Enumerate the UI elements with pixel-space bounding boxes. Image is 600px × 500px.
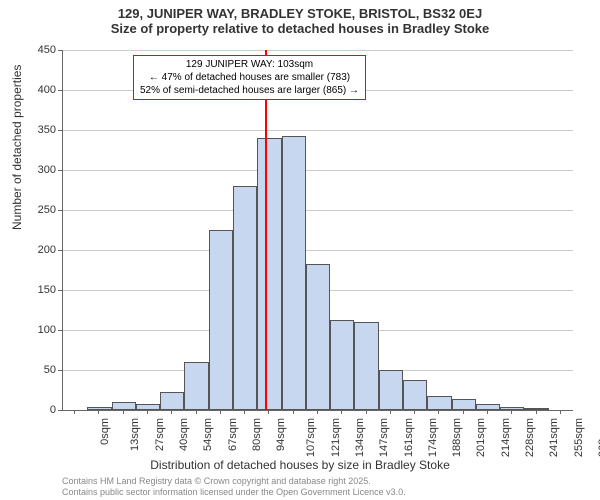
histogram-bar: [427, 396, 451, 410]
xtick-mark: [366, 410, 367, 414]
xtick-label: 0sqm: [99, 418, 111, 445]
xtick-label: 80sqm: [251, 418, 263, 451]
histogram-bar: [524, 408, 548, 410]
xtick-label: 121sqm: [330, 418, 342, 457]
xtick-label: 147sqm: [378, 418, 390, 457]
xtick-label: 54sqm: [202, 418, 214, 451]
annotation-line2: ← 47% of detached houses are smaller (78…: [140, 71, 359, 84]
xtick-mark: [171, 410, 172, 414]
xtick-mark: [463, 410, 464, 414]
xtick-mark: [487, 410, 488, 414]
xtick-label: 67sqm: [227, 418, 239, 451]
xtick-label: 174sqm: [427, 418, 439, 457]
reference-line: [265, 50, 267, 410]
xtick-label: 134sqm: [354, 418, 366, 457]
plot-area: 129 JUNIPER WAY: 103sqm← 47% of detached…: [62, 50, 573, 411]
histogram-bar: [112, 402, 136, 410]
footer-line1: Contains HM Land Registry data © Crown c…: [62, 476, 406, 487]
xtick-mark: [123, 410, 124, 414]
footer-line2: Contains public sector information licen…: [62, 487, 406, 498]
title-block: 129, JUNIPER WAY, BRADLEY STOKE, BRISTOL…: [0, 0, 600, 36]
histogram-bar: [403, 380, 427, 410]
xtick-label: 94sqm: [275, 418, 287, 451]
ytick-label: 50: [26, 364, 56, 376]
xtick-mark: [560, 410, 561, 414]
gridline: [63, 210, 573, 211]
ytick-label: 0: [26, 404, 56, 416]
xtick-label: 27sqm: [154, 418, 166, 451]
histogram-bar: [87, 407, 111, 410]
xtick-label: 201sqm: [476, 418, 488, 457]
xtick-mark: [341, 410, 342, 414]
histogram-bar: [282, 136, 306, 410]
xtick-label: 40sqm: [178, 418, 190, 451]
xtick-label: 255sqm: [573, 418, 585, 457]
xtick-label: 13sqm: [129, 418, 141, 451]
annotation-box: 129 JUNIPER WAY: 103sqm← 47% of detached…: [133, 55, 366, 100]
y-axis-label: Number of detached properties: [10, 65, 24, 230]
gridline: [63, 170, 573, 171]
histogram-bar: [257, 138, 281, 410]
ytick-label: 150: [26, 284, 56, 296]
xtick-mark: [268, 410, 269, 414]
xtick-mark: [98, 410, 99, 414]
histogram-bar: [500, 407, 524, 410]
xtick-label: 228sqm: [524, 418, 536, 457]
xtick-label: 107sqm: [306, 418, 318, 457]
gridline: [63, 50, 573, 51]
annotation-line3: 52% of semi-detached houses are larger (…: [140, 84, 359, 97]
ytick-label: 400: [26, 84, 56, 96]
histogram-bar: [330, 320, 354, 410]
histogram-bar: [184, 362, 208, 410]
footer: Contains HM Land Registry data © Crown c…: [62, 476, 406, 498]
xtick-mark: [390, 410, 391, 414]
xtick-mark: [317, 410, 318, 414]
xtick-mark: [74, 410, 75, 414]
histogram-bar: [354, 322, 378, 410]
histogram-bar: [306, 264, 330, 410]
histogram-bar: [160, 392, 184, 410]
histogram-bar: [209, 230, 233, 410]
annotation-line1: 129 JUNIPER WAY: 103sqm: [140, 58, 359, 71]
ytick-label: 250: [26, 204, 56, 216]
ytick-label: 200: [26, 244, 56, 256]
title-sub: Size of property relative to detached ho…: [0, 21, 600, 36]
xtick-mark: [147, 410, 148, 414]
histogram-bar: [379, 370, 403, 410]
x-axis-label: Distribution of detached houses by size …: [0, 458, 600, 472]
xtick-label: 241sqm: [548, 418, 560, 457]
ytick-label: 350: [26, 124, 56, 136]
xtick-mark: [536, 410, 537, 414]
xtick-mark: [244, 410, 245, 414]
xtick-label: 188sqm: [451, 418, 463, 457]
xtick-mark: [414, 410, 415, 414]
xtick-label: 214sqm: [500, 418, 512, 457]
xtick-mark: [511, 410, 512, 414]
xtick-mark: [196, 410, 197, 414]
xtick-label: 161sqm: [403, 418, 415, 457]
ytick-label: 450: [26, 44, 56, 56]
gridline: [63, 130, 573, 131]
title-main: 129, JUNIPER WAY, BRADLEY STOKE, BRISTOL…: [0, 6, 600, 21]
xtick-mark: [438, 410, 439, 414]
xtick-mark: [220, 410, 221, 414]
ytick-label: 100: [26, 324, 56, 336]
histogram-bar: [233, 186, 257, 410]
gridline: [63, 250, 573, 251]
histogram-bar: [452, 399, 476, 410]
chart-container: 129, JUNIPER WAY, BRADLEY STOKE, BRISTOL…: [0, 0, 600, 500]
ytick-label: 300: [26, 164, 56, 176]
xtick-mark: [293, 410, 294, 414]
